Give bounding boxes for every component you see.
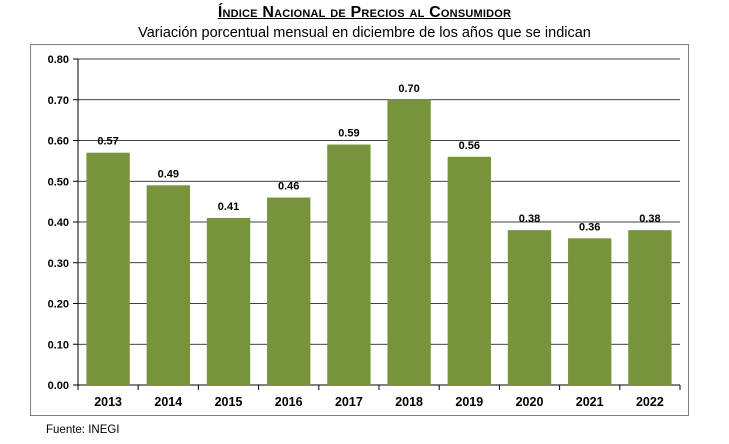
bar-2017 [327,144,371,385]
chart-frame [30,44,689,416]
x-tick-label: 2020 [516,395,544,409]
bar-2013 [86,152,130,385]
x-tick-label: 2019 [455,395,483,409]
y-tick-label: 0.20 [48,299,69,311]
data-label-2017: 0.59 [338,128,359,140]
x-tick-label: 2014 [154,395,182,409]
y-tick-label: 0.70 [48,95,69,107]
data-label-2018: 0.70 [398,83,419,95]
x-tick-label: 2018 [395,395,423,409]
source-note: Fuente: INEGI [46,424,120,436]
x-tick-label: 2022 [636,395,664,409]
bar-2021 [568,238,612,385]
bar-2018 [387,99,431,385]
data-label-2016: 0.46 [278,181,299,193]
chart-subtitle: Variación porcentual mensual en diciembr… [138,25,591,41]
x-tick-label: 2015 [215,395,243,409]
y-tick-label: 0.10 [48,339,69,351]
y-tick-label: 0.50 [48,176,69,188]
y-tick-label: 0.30 [48,258,69,270]
x-tick-label: 2016 [275,395,303,409]
data-label-2020: 0.38 [519,213,540,225]
bar-2022 [628,230,672,385]
bar-2019 [447,156,491,385]
x-tick-label: 2021 [576,395,604,409]
data-label-2013: 0.57 [97,136,118,148]
x-tick-label: 2013 [94,395,122,409]
bar-2014 [146,185,190,385]
data-label-2014: 0.49 [158,168,179,180]
bar-2016 [267,197,311,385]
y-tick-label: 0.00 [48,380,69,392]
data-label-2015: 0.41 [218,201,239,213]
bar-2015 [206,217,251,385]
y-tick-label: 0.40 [48,217,69,229]
x-tick-label: 2017 [335,395,363,409]
chart-title: Índice Nacional de Precios al Consumidor [217,4,512,21]
bar-2020 [507,230,552,385]
data-label-2022: 0.38 [639,213,660,225]
y-tick-label: 0.80 [48,54,69,66]
data-label-2019: 0.56 [459,140,480,152]
y-tick-label: 0.60 [48,136,69,148]
data-label-2021: 0.36 [579,221,600,233]
